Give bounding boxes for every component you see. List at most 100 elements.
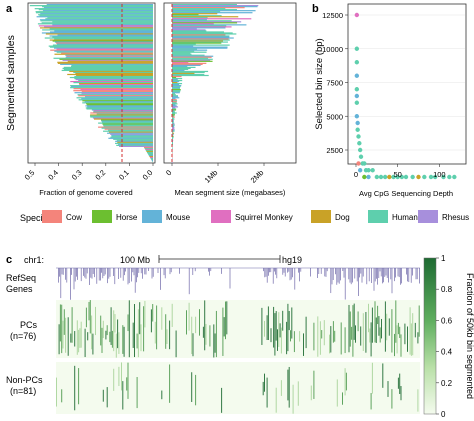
- bar-segment-size: [172, 13, 218, 15]
- bar-coverage: [45, 18, 153, 20]
- scatter-point: [399, 174, 405, 180]
- bar-coverage: [61, 69, 154, 72]
- bar-segment-size: [172, 39, 230, 41]
- heatmap-cell: [192, 333, 194, 357]
- bar-coverage: [63, 66, 154, 69]
- bar-segment-size: [172, 112, 177, 114]
- bar-segment-size: [172, 146, 173, 149]
- scatter-point: [354, 93, 360, 99]
- bar-coverage: [81, 98, 153, 100]
- bar-coverage: [38, 9, 153, 11]
- heatmap-cell: [275, 311, 277, 341]
- bar-coverage: [43, 7, 153, 9]
- heatmap-cell: [118, 332, 120, 354]
- bar-segment-size: [172, 102, 177, 104]
- legend-label: Squirrel Monkey: [235, 213, 293, 222]
- heatmap-cell: [123, 326, 125, 357]
- bar-coverage: [149, 156, 153, 159]
- bar-segment-size: [172, 41, 228, 43]
- bar-segment-size: [172, 137, 174, 139]
- bar-coverage: [35, 11, 153, 13]
- heatmap-cell: [143, 306, 145, 352]
- track-label-pcs-1: PCs: [20, 320, 38, 330]
- panel-a-left: 0.5 0.4 0.3 0.2 0.1 0.0 Segmented samples Fra…: [5, 2, 156, 197]
- bar-segment-size: [172, 60, 213, 62]
- bar-segment-size: [172, 89, 181, 91]
- scatter-point: [355, 120, 360, 126]
- bar-segment-size: [172, 99, 177, 101]
- bar-coverage: [108, 131, 153, 133]
- scatter-point: [354, 73, 360, 78]
- heatmap-cell: [264, 320, 265, 337]
- bar-coverage: [54, 30, 153, 32]
- y-tick-label: 5000: [326, 112, 343, 121]
- scatter-point: [428, 174, 434, 180]
- scatter-point: [356, 134, 361, 139]
- pcs-heatmap-track: [56, 300, 420, 358]
- bar-coverage: [38, 14, 153, 16]
- heatmap-cell: [371, 362, 373, 394]
- bar-segment-size: [172, 133, 174, 135]
- bar-segment-size: [172, 9, 237, 11]
- bar-segment-size: [172, 51, 207, 53]
- bar-segment-size: [172, 77, 183, 80]
- bar-coverage: [56, 43, 153, 45]
- bar-coverage: [65, 56, 153, 58]
- bar-segment-size: [172, 127, 175, 129]
- heatmap-cell: [396, 325, 398, 354]
- heatmap-cell: [166, 329, 168, 344]
- bar-segment-size: [172, 108, 177, 110]
- bar-segment-size: [172, 40, 224, 42]
- panel-a-left-frame: [27, 2, 156, 164]
- bar-segment-size: [172, 162, 173, 164]
- heatmap-cell: [195, 374, 197, 406]
- heatmap-cell: [74, 331, 76, 347]
- heatmap-cell: [313, 370, 315, 399]
- bar-coverage: [115, 142, 153, 144]
- bar-segment-size: [172, 28, 197, 30]
- scatter-point: [403, 174, 409, 180]
- scatter-point: [374, 174, 380, 180]
- bar-segment-size: [172, 35, 230, 37]
- bar-coverage: [82, 100, 153, 102]
- panel-label-c: c: [6, 254, 12, 266]
- scatter-point: [422, 174, 427, 180]
- heatmap-cell: [280, 327, 282, 354]
- bar-segment-size: [172, 81, 178, 84]
- bar-segment-size: [172, 67, 191, 70]
- heatmap-cell: [106, 387, 108, 408]
- heatmap-cell: [397, 377, 399, 389]
- bar-coverage: [46, 4, 154, 6]
- heatmap-cell: [293, 331, 295, 353]
- heatmap-cell: [388, 318, 390, 336]
- heatmap-cell: [191, 372, 193, 402]
- bar-coverage: [50, 49, 153, 51]
- heatmap-cell: [221, 387, 223, 413]
- heatmap-cell: [87, 332, 89, 341]
- heatmap-cell: [111, 330, 113, 348]
- bar-segment-size: [172, 30, 207, 32]
- heatmap-cell: [175, 330, 177, 358]
- bar-segment-size: [172, 5, 259, 7]
- scatter-point: [370, 168, 375, 173]
- bar-coverage: [41, 32, 153, 34]
- bar-coverage: [85, 107, 153, 109]
- heatmap-cell: [102, 320, 104, 339]
- heatmap-cell: [110, 307, 112, 345]
- heatmap-cell: [381, 318, 382, 339]
- heatmap-cell: [169, 364, 171, 403]
- x-tick-label: 1Mb: [203, 168, 220, 185]
- bar-segment-size: [172, 16, 239, 18]
- scatter-point: [447, 174, 452, 180]
- heatmap-cell: [79, 328, 81, 348]
- bar-coverage: [76, 74, 153, 77]
- bar-segment-size: [172, 147, 173, 150]
- heatmap-cell: [92, 333, 94, 355]
- x-tick-label: 2Mb: [249, 168, 266, 185]
- bar-coverage: [61, 52, 154, 54]
- bar-segment-size: [172, 34, 226, 36]
- scatter-point: [357, 147, 363, 153]
- bar-coverage: [73, 88, 153, 90]
- scatter-point: [354, 87, 360, 92]
- bar-coverage: [59, 58, 153, 60]
